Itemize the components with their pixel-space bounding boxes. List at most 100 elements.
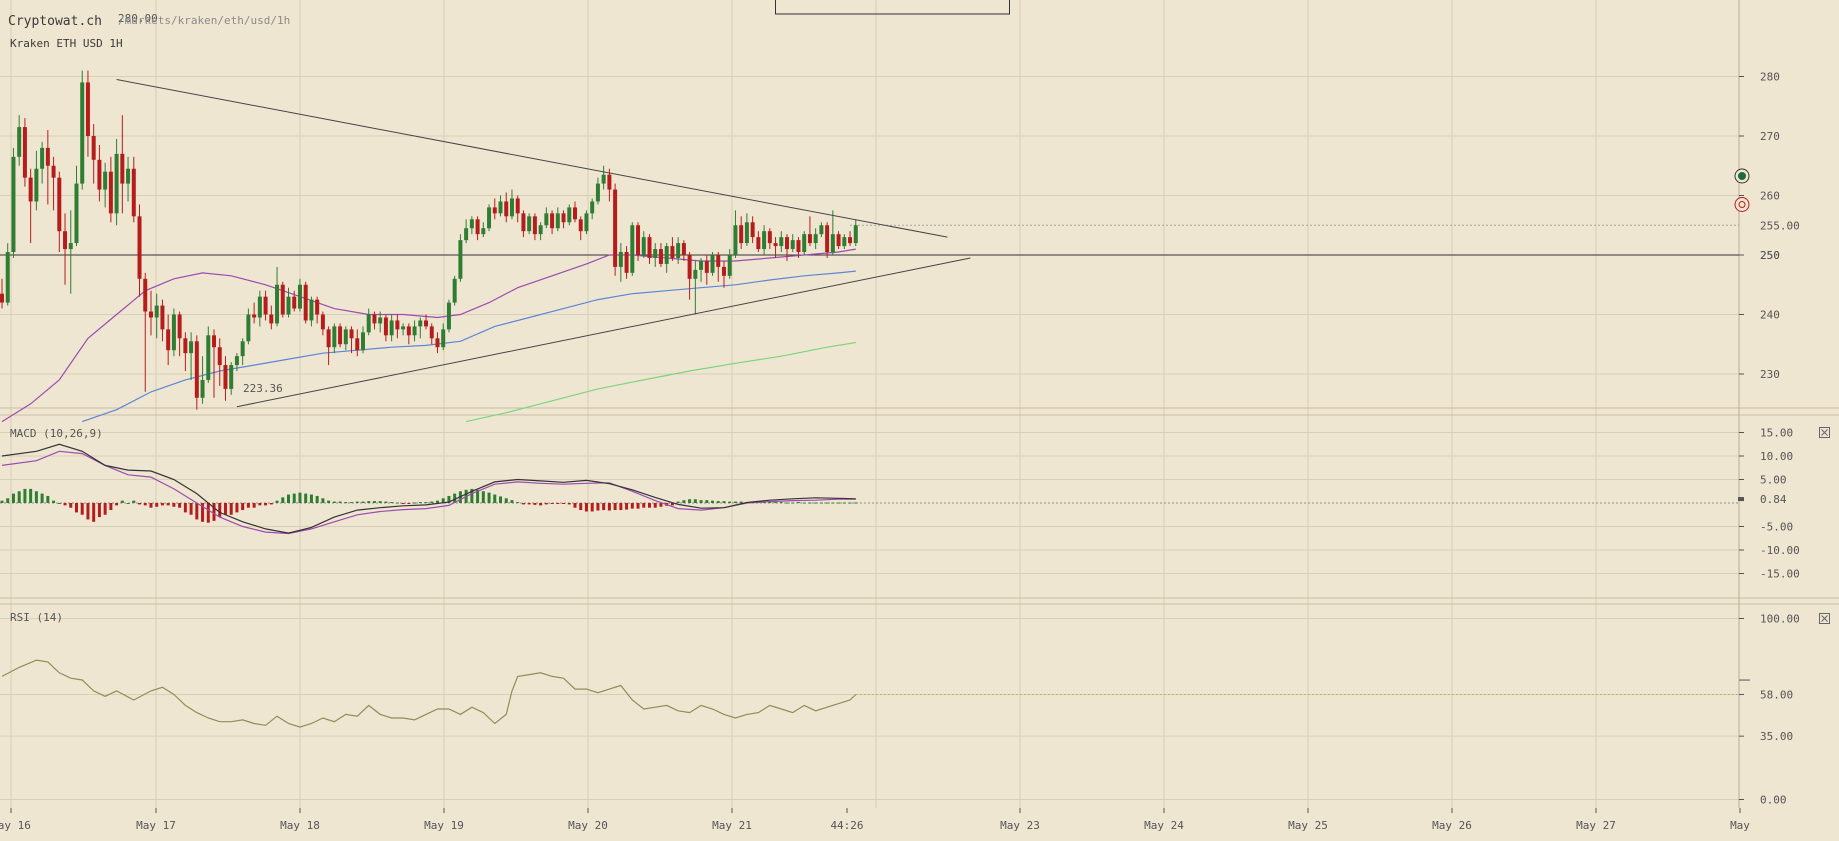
x-tick-label: May 19	[424, 819, 464, 832]
macd-histogram-bar	[138, 503, 142, 505]
candle-body	[223, 365, 228, 389]
candle-body	[607, 174, 612, 190]
macd-histogram-bar	[785, 502, 789, 504]
candle	[269, 305, 274, 330]
trendline	[236, 257, 971, 408]
macd-histogram-bar	[768, 501, 772, 503]
candle-body	[825, 225, 830, 253]
candle	[836, 231, 841, 250]
candle-body	[269, 314, 274, 324]
macd-histogram-bar	[103, 503, 107, 515]
candle	[418, 317, 423, 339]
site-title[interactable]: Cryptowat.ch	[8, 14, 102, 29]
market-path: /markets/kraken/eth/usd/1h	[118, 14, 290, 27]
candle	[275, 266, 280, 327]
candle	[676, 237, 681, 264]
price-tick-label: 270	[1760, 130, 1780, 143]
macd-histogram-bar	[539, 503, 543, 506]
macd-histogram-bar	[69, 503, 73, 508]
current-price-marker[interactable]	[1734, 168, 1750, 184]
rsi-close-button[interactable]	[1819, 613, 1830, 624]
candle-body	[848, 237, 853, 244]
candle-body	[481, 228, 486, 235]
candle	[464, 219, 469, 244]
macd-histogram-bar	[126, 503, 130, 504]
macd-histogram-bar	[132, 500, 136, 503]
macd-histogram-bar	[367, 501, 371, 503]
macd-close-button[interactable]	[1819, 427, 1830, 438]
macd-histogram-bar	[424, 502, 428, 504]
candle	[217, 338, 222, 386]
macd-histogram-bar	[831, 502, 835, 504]
candle-body	[349, 329, 354, 339]
candle-body	[234, 356, 239, 366]
candle-body	[17, 127, 22, 157]
trendlines: 280.00 223.36	[116, 12, 971, 408]
macd-histogram-bar	[395, 502, 399, 504]
candle-body	[676, 243, 681, 258]
candle-body	[389, 320, 394, 336]
candle	[458, 234, 463, 282]
candle-body	[790, 240, 795, 250]
candle-body	[641, 237, 646, 255]
macd-histogram-bar	[52, 500, 56, 503]
candle	[292, 290, 297, 312]
macd-histogram-bar	[418, 502, 422, 504]
macd-panel[interactable]	[0, 443, 1739, 535]
macd-histogram-bar	[172, 503, 176, 507]
macd-histogram-bar	[808, 502, 812, 504]
candle	[338, 323, 343, 348]
macd-histogram-bar	[241, 503, 245, 511]
macd-histogram-bar	[407, 503, 411, 504]
level-marker[interactable]	[1734, 197, 1750, 212]
candle-body	[779, 237, 784, 247]
macd-histogram-bar	[97, 503, 101, 518]
candle-body	[252, 314, 257, 318]
candle	[504, 192, 509, 223]
candles	[0, 70, 858, 410]
candle-body	[412, 326, 417, 336]
candle	[154, 293, 159, 339]
candle-body	[40, 147, 45, 169]
toolbar-box[interactable]	[775, 0, 1010, 15]
candle-body	[687, 255, 692, 279]
candle-body	[527, 216, 532, 232]
candle-body	[681, 243, 686, 255]
candle	[509, 189, 514, 220]
candle	[710, 252, 715, 276]
candle-body	[836, 234, 841, 247]
candle-body	[108, 171, 113, 214]
candle	[779, 231, 784, 253]
price-panel[interactable]: 280.00 223.36	[0, 12, 1739, 423]
candle-body	[464, 228, 469, 241]
macd-histogram-bar	[705, 500, 709, 503]
candle	[647, 234, 652, 264]
candle	[40, 141, 45, 184]
macd-histogram-bar	[562, 503, 566, 504]
candle	[11, 147, 16, 258]
candle-body	[595, 183, 600, 202]
macd-histogram-bar	[819, 502, 823, 504]
level-label: 250	[1760, 249, 1780, 262]
candle-body	[475, 219, 480, 235]
rsi-panel[interactable]	[1, 659, 1750, 728]
macd-histogram-bar	[178, 503, 182, 508]
macd-histogram-bar	[441, 498, 445, 503]
candle-body	[160, 305, 165, 330]
macd-label: MACD (10,26,9)	[10, 427, 103, 440]
candle-body	[177, 314, 182, 339]
high-price-label: 280.00	[118, 12, 158, 25]
macd-histogram-bar	[390, 502, 394, 504]
candle	[51, 156, 56, 211]
macd-histogram-bar	[447, 495, 451, 503]
macd-histogram-bar	[74, 503, 78, 513]
candle-body	[34, 168, 39, 202]
macd-histogram-bar	[653, 503, 657, 508]
candle-body	[263, 296, 268, 315]
candle	[584, 210, 589, 235]
current-price-label: 255.00	[1760, 219, 1800, 232]
candle-body	[492, 207, 497, 214]
macd-histogram-bar	[201, 503, 205, 522]
candle	[63, 213, 68, 285]
macd-histogram-bar	[733, 501, 737, 503]
